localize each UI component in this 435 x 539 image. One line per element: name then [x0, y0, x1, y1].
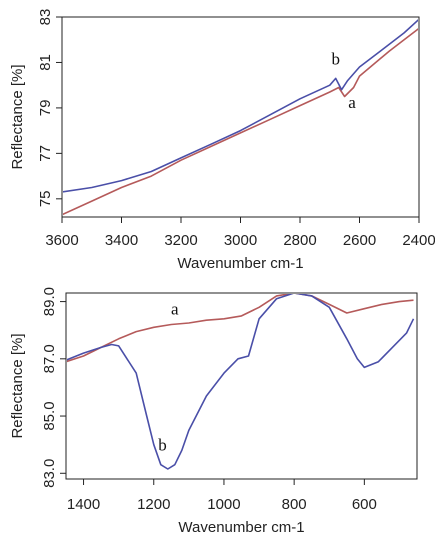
- x-tick-label: 2400: [402, 232, 435, 249]
- chart-panel-bottom: 1400 1200 1000 800 600 83.0 85.0 87.0 89.0 Wavenu…: [9, 287, 418, 536]
- y-tick-label: 79: [37, 100, 54, 117]
- x-tick-label: 2600: [343, 232, 376, 249]
- series-line-a: [63, 28, 418, 216]
- x-tick-label: 1400: [67, 496, 100, 513]
- y-tick-label: 81: [37, 54, 54, 71]
- x-axis-title: Wavenumber cm-1: [178, 519, 304, 536]
- y-tick-label: 83: [37, 9, 54, 26]
- series-line-a: [67, 294, 414, 363]
- series-annotation-a: a: [348, 93, 356, 112]
- x-tick-label: 1000: [207, 496, 240, 513]
- series-line-b: [67, 294, 415, 470]
- y-tick-label: 77: [37, 145, 54, 162]
- x-tick-label: 600: [352, 496, 377, 513]
- y-axis-title: Reflectance [%]: [9, 64, 26, 169]
- x-tick-label: 2800: [283, 232, 316, 249]
- plot-frame: [61, 16, 420, 218]
- y-tick-label: 85.0: [41, 401, 58, 430]
- x-tick-label: 3400: [105, 232, 138, 249]
- y-tick-label: 87.0: [41, 344, 58, 373]
- plot-frame: [65, 292, 418, 480]
- chart-panel-top: 3600 3400 3200 3000 2800 2600 2400 75 77 79 81 83 Wa…: [9, 9, 435, 272]
- y-tick-label: 75: [37, 190, 54, 207]
- series-line-b: [63, 19, 418, 193]
- x-tick-label: 800: [282, 496, 307, 513]
- series-annotation-a: a: [171, 299, 179, 318]
- series-annotation-b: b: [158, 435, 167, 454]
- series-annotation-b: b: [331, 50, 340, 69]
- x-tick-label: 3600: [45, 232, 78, 249]
- x-tick-label: 3000: [224, 232, 257, 249]
- x-axis-title: Wavenumber cm-1: [177, 255, 303, 272]
- x-tick-label: 1200: [137, 496, 170, 513]
- y-tick-label: 89.0: [41, 287, 58, 316]
- y-tick-label: 83.0: [41, 459, 58, 488]
- x-tick-label: 3200: [164, 232, 197, 249]
- y-axis-title: Reflectance [%]: [9, 333, 26, 438]
